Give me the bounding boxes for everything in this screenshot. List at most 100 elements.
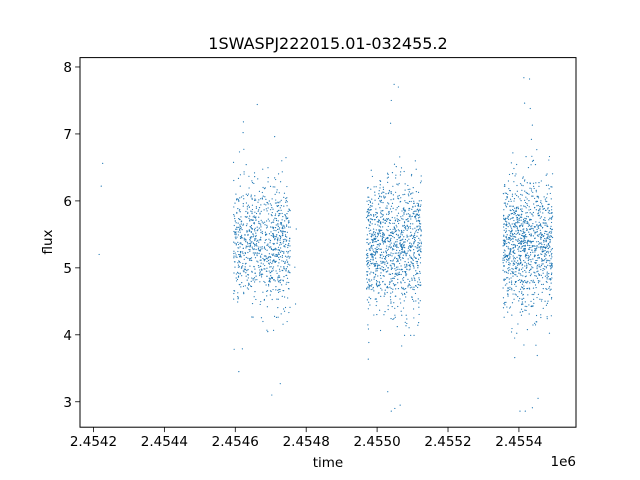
- data-point: [236, 226, 238, 228]
- data-point: [253, 243, 256, 246]
- data-point: [549, 239, 552, 241]
- data-point: [543, 241, 545, 243]
- data-point: [515, 233, 517, 235]
- data-point: [515, 266, 517, 268]
- data-point: [372, 253, 374, 256]
- data-point: [513, 223, 515, 225]
- data-point: [258, 216, 260, 218]
- data-point: [405, 288, 407, 290]
- data-point: [272, 221, 275, 223]
- data-point: [245, 247, 247, 249]
- data-point: [276, 255, 279, 257]
- data-point: [366, 257, 368, 259]
- data-point: [386, 271, 388, 273]
- data-point: [390, 205, 393, 207]
- data-point: [533, 298, 535, 300]
- data-point: [534, 197, 536, 200]
- data-point: [408, 220, 410, 222]
- data-point: [386, 205, 388, 207]
- data-point: [393, 237, 395, 239]
- data-point: [414, 210, 416, 212]
- data-point: [258, 206, 261, 209]
- data-point: [397, 260, 399, 262]
- data-point: [260, 198, 262, 200]
- data-point: [547, 244, 549, 246]
- data-point: [537, 240, 539, 243]
- data-point: [550, 249, 552, 251]
- data-point: [265, 198, 267, 200]
- data-point: [389, 260, 392, 262]
- data-point: [399, 298, 401, 300]
- data-point: [371, 240, 374, 242]
- data-point: [536, 277, 539, 279]
- data-point: [393, 248, 395, 251]
- data-point: [233, 214, 235, 216]
- data-point: [546, 288, 548, 291]
- data-point: [378, 219, 381, 222]
- data-point: [391, 211, 393, 213]
- data-point: [522, 242, 525, 244]
- data-point: [412, 187, 414, 189]
- data-point: [511, 217, 513, 219]
- data-point: [275, 248, 277, 250]
- data-point: [264, 231, 267, 233]
- data-point: [537, 270, 539, 272]
- data-point: [385, 257, 387, 259]
- data-point: [370, 205, 372, 207]
- data-point: [539, 223, 542, 225]
- data-point: [520, 314, 523, 316]
- data-point: [258, 227, 260, 229]
- y-axis-label: flux: [40, 229, 56, 254]
- data-point: [419, 257, 422, 259]
- data-point: [401, 210, 403, 212]
- data-point: [418, 237, 420, 239]
- data-point: [272, 254, 274, 256]
- data-point: [289, 245, 291, 247]
- data-point: [246, 206, 248, 208]
- data-point: [400, 171, 402, 173]
- data-point: [548, 278, 550, 280]
- data-point: [418, 279, 420, 281]
- data-point: [379, 267, 381, 269]
- data-point: [234, 202, 236, 204]
- data-point: [506, 221, 508, 223]
- data-point: [375, 208, 377, 210]
- data-point: [379, 180, 382, 182]
- data-point: [526, 220, 528, 223]
- data-point: [384, 268, 386, 270]
- data-point: [249, 250, 251, 252]
- data-point: [508, 261, 510, 263]
- plot-frame: [79, 57, 577, 428]
- data-point: [242, 205, 244, 207]
- data-point: [522, 288, 524, 290]
- data-point: [507, 246, 509, 248]
- data-point: [379, 235, 382, 237]
- data-point: [505, 254, 507, 257]
- data-point: [267, 177, 269, 179]
- data-point: [261, 221, 263, 223]
- data-point: [382, 188, 385, 190]
- data-point: [392, 288, 394, 290]
- data-point: [411, 277, 413, 279]
- data-point: [287, 271, 289, 273]
- data-point: [252, 277, 254, 280]
- data-point: [414, 232, 416, 234]
- data-point: [528, 263, 530, 266]
- data-point: [512, 268, 514, 270]
- data-point: [525, 222, 527, 224]
- data-point: [519, 281, 522, 283]
- data-point: [255, 219, 257, 221]
- data-point: [414, 160, 416, 162]
- data-point: [374, 194, 376, 196]
- data-point: [504, 184, 506, 186]
- data-point: [419, 205, 421, 208]
- data-point: [522, 311, 524, 313]
- data-point: [530, 225, 532, 228]
- x-tick-label: 2.4546: [212, 434, 259, 450]
- data-point: [511, 223, 513, 225]
- data-point: [517, 296, 519, 298]
- data-point: [371, 218, 373, 221]
- data-point: [393, 264, 395, 266]
- data-point: [400, 197, 402, 199]
- data-point: [513, 198, 516, 200]
